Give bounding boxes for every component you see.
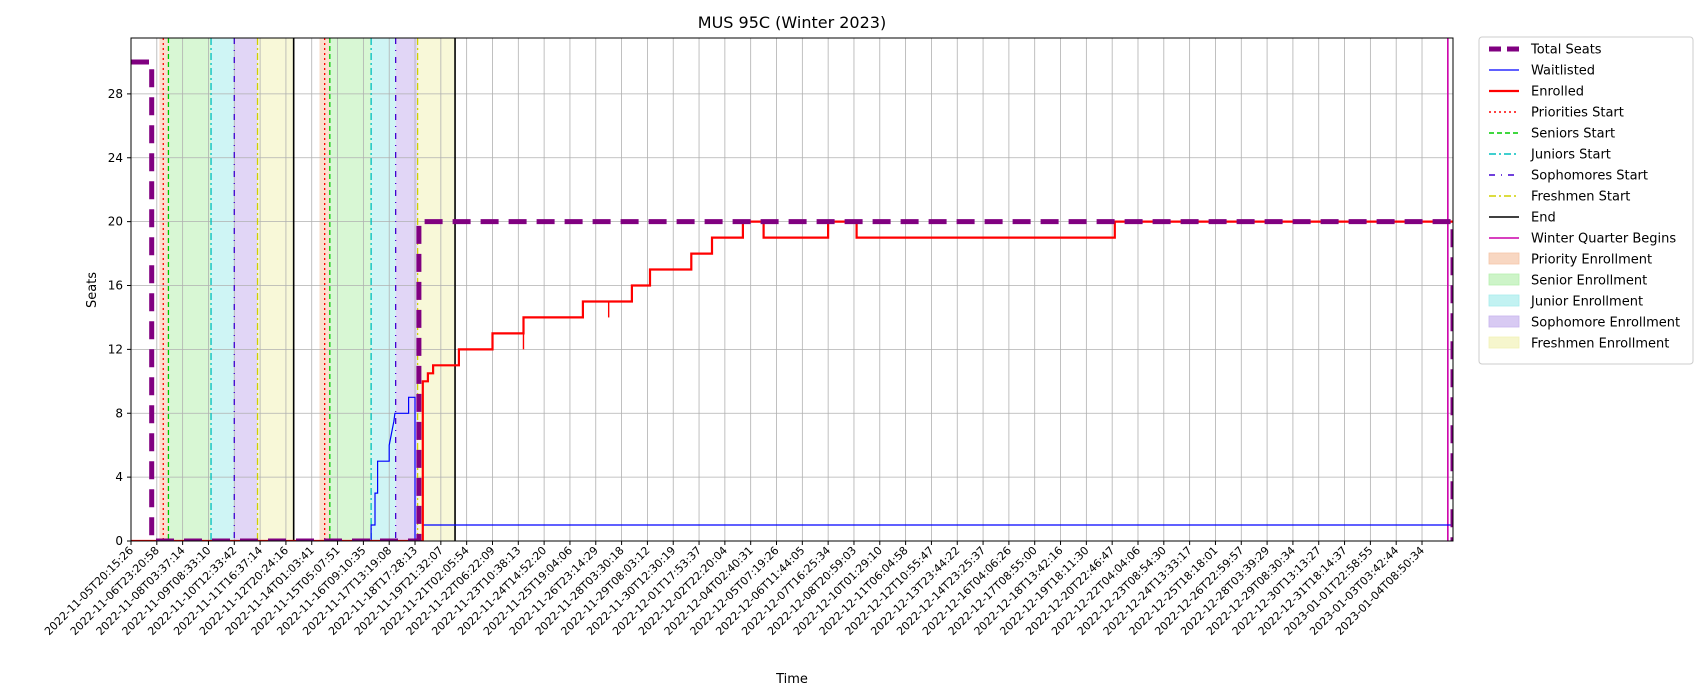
series-enrolled: [131, 220, 1453, 541]
y-axis-label: Seats: [85, 272, 100, 308]
legend-label-freshmen-enrollment: Freshmen Enrollment: [1531, 337, 1669, 352]
y-tick-label-7: 28: [108, 87, 123, 101]
span-freshmen-enrollment-0: [257, 38, 294, 541]
span-sophomore-enrollment-0: [234, 38, 258, 541]
legend: Total Seats Waitlisted Enrolled Priorities …: [1478, 36, 1694, 365]
y-tick-label-5: 20: [108, 215, 123, 229]
legend-handle-junior-enrollment: [1488, 294, 1520, 307]
y-tick-label-1: 4: [115, 470, 123, 484]
legend-label-priorities-start: Priorities Start: [1531, 106, 1624, 121]
y-tick-label-2: 8: [115, 406, 123, 420]
legend-label-juniors-start: Juniors Start: [1530, 148, 1611, 163]
chart-title: MUS 95C (Winter 2023): [698, 13, 886, 32]
series-waitlisted: [131, 396, 1453, 541]
y-tick-label-0: 0: [115, 534, 123, 548]
series-lines: [131, 59, 1453, 541]
legend-label-sophomore-enrollment: Sophomore Enrollment: [1531, 316, 1680, 331]
legend-label-freshmen-start: Freshmen Start: [1531, 190, 1630, 205]
x-axis-label: Time: [775, 672, 808, 687]
legend-label-end: End: [1531, 211, 1556, 226]
enrollment-spans: [159, 38, 456, 541]
legend-label-seniors-start: Seniors Start: [1531, 127, 1615, 142]
span-junior-enrollment-1: [371, 38, 396, 541]
span-junior-enrollment-0: [211, 38, 235, 541]
legend-handle-senior-enrollment: [1488, 273, 1520, 286]
legend-label-junior-enrollment: Junior Enrollment: [1530, 295, 1643, 310]
legend-handle-freshmen-enrollment: [1488, 336, 1520, 349]
legend-handle-priority-enrollment: [1488, 252, 1520, 265]
span-senior-enrollment-0: [168, 38, 212, 541]
legend-label-winter-quarter-begins: Winter Quarter Begins: [1531, 232, 1676, 247]
x-axis-ticks: 2022-11-05T20:15:262022-11-06T23:20:5820…: [42, 541, 1427, 638]
legend-label-senior-enrollment: Senior Enrollment: [1531, 274, 1647, 289]
legend-label-priority-enrollment: Priority Enrollment: [1531, 253, 1652, 268]
legend-label-total-seats: Total Seats: [1530, 43, 1602, 58]
legend-label-sophomores-start: Sophomores Start: [1531, 169, 1648, 184]
legend-label-waitlisted: Waitlisted: [1531, 64, 1595, 79]
plot-frame: [130, 37, 1454, 542]
y-tick-label-4: 16: [108, 279, 123, 293]
y-tick-label-6: 24: [108, 151, 123, 165]
span-sophomore-enrollment-1: [395, 38, 418, 541]
period-lines: [162, 38, 1449, 541]
span-senior-enrollment-1: [329, 38, 372, 541]
legend-handle-sophomore-enrollment: [1488, 315, 1520, 328]
y-axis-ticks: 0 4 8 12 16 20 24 28: [108, 87, 131, 548]
legend-box: [1478, 36, 1694, 365]
legend-label-enrolled: Enrolled: [1531, 85, 1584, 100]
y-tick-label-3: 12: [108, 342, 123, 356]
